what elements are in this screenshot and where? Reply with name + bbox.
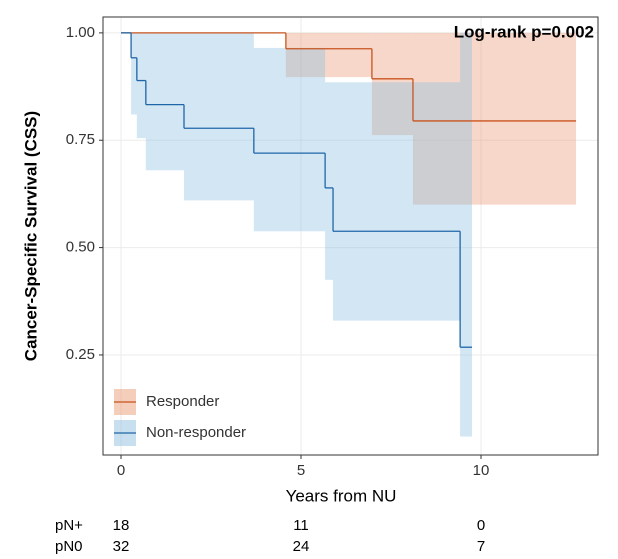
ci-band [131,32,137,115]
x-axis-title: Years from NU [286,486,397,505]
plot-border [102,16,599,456]
ci-band [184,32,254,201]
risk-count: 32 [113,538,130,555]
ci-band [325,82,334,280]
y-tick-label: 0.50 [66,239,95,256]
y-tick-label: 0.25 [66,346,95,363]
y-tick-label: 1.00 [66,24,95,41]
ci-band [371,32,413,136]
legend-label: Responder [146,393,219,410]
annotation: Log-rank p=0.002 [454,22,594,41]
lines [121,32,577,348]
bands [131,32,577,437]
ci-band [333,82,461,321]
x-tick-label: 10 [473,462,490,479]
ci-band [253,47,326,232]
ci-band [460,32,472,437]
y-tick-label: 0.75 [66,131,95,148]
risk-row-label: pN0 [55,538,83,555]
ci-band [136,32,146,139]
x-tick-label: 5 [297,462,305,479]
risk-count: 7 [477,538,485,555]
risk-row-label: pN+ [55,517,83,534]
risk-count: 18 [113,517,130,534]
x-tick-label: 0 [117,462,125,479]
legend-label: Non-responder [146,424,246,441]
risk-count: 11 [293,517,309,534]
y-axis-title: Cancer-Specific Survival (CSS) [21,111,40,361]
risk-count: 24 [293,538,310,555]
ci-band [145,32,184,171]
ci-band [412,32,577,205]
risk-count: 0 [477,517,485,534]
ci-band [285,32,372,78]
